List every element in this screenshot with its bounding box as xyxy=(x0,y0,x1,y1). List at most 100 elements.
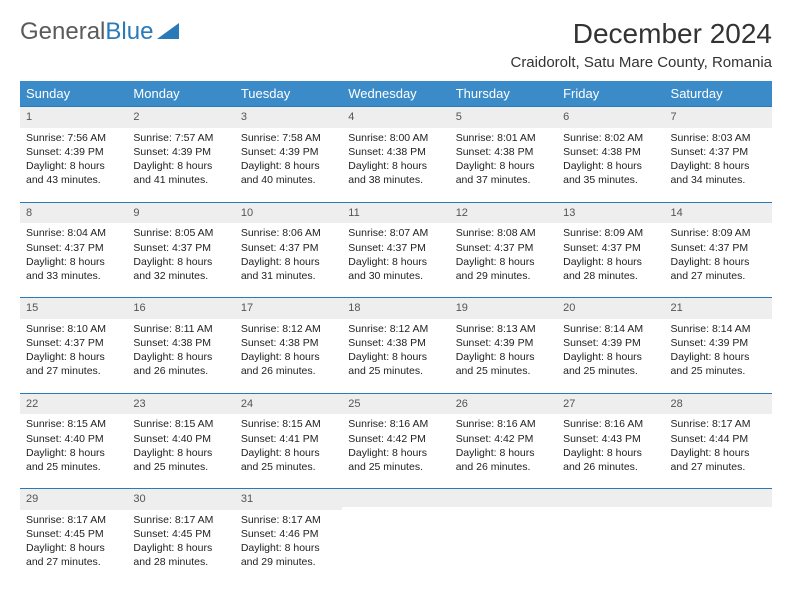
calendar-empty-cell xyxy=(342,489,449,584)
day-details: Sunrise: 8:17 AMSunset: 4:44 PMDaylight:… xyxy=(665,414,772,488)
day-number: 12 xyxy=(450,203,557,224)
calendar-empty-cell xyxy=(557,489,664,584)
day-number: 3 xyxy=(235,107,342,128)
day-number: 24 xyxy=(235,394,342,415)
day-number: 4 xyxy=(342,107,449,128)
calendar-week-row: 1Sunrise: 7:56 AMSunset: 4:39 PMDaylight… xyxy=(20,107,772,203)
weekday-header: Friday xyxy=(557,81,664,107)
calendar-day-cell: 6Sunrise: 8:02 AMSunset: 4:38 PMDaylight… xyxy=(557,107,664,203)
logo-text-blue: Blue xyxy=(105,18,153,46)
calendar-day-cell: 25Sunrise: 8:16 AMSunset: 4:42 PMDayligh… xyxy=(342,393,449,489)
day-details: Sunrise: 8:02 AMSunset: 4:38 PMDaylight:… xyxy=(557,128,664,202)
day-number: 5 xyxy=(450,107,557,128)
day-number: 1 xyxy=(20,107,127,128)
calendar-week-row: 29Sunrise: 8:17 AMSunset: 4:45 PMDayligh… xyxy=(20,489,772,584)
day-details: Sunrise: 8:09 AMSunset: 4:37 PMDaylight:… xyxy=(557,223,664,297)
calendar-empty-cell xyxy=(450,489,557,584)
calendar-day-cell: 30Sunrise: 8:17 AMSunset: 4:45 PMDayligh… xyxy=(127,489,234,584)
day-details: Sunrise: 8:06 AMSunset: 4:37 PMDaylight:… xyxy=(235,223,342,297)
day-number: 28 xyxy=(665,394,772,415)
day-details: Sunrise: 7:57 AMSunset: 4:39 PMDaylight:… xyxy=(127,128,234,202)
weekday-header: Saturday xyxy=(665,81,772,107)
day-details: Sunrise: 8:17 AMSunset: 4:45 PMDaylight:… xyxy=(20,510,127,584)
calendar-week-row: 15Sunrise: 8:10 AMSunset: 4:37 PMDayligh… xyxy=(20,298,772,394)
day-details: Sunrise: 8:00 AMSunset: 4:38 PMDaylight:… xyxy=(342,128,449,202)
calendar-day-cell: 11Sunrise: 8:07 AMSunset: 4:37 PMDayligh… xyxy=(342,202,449,298)
day-number: 30 xyxy=(127,489,234,510)
calendar-day-cell: 14Sunrise: 8:09 AMSunset: 4:37 PMDayligh… xyxy=(665,202,772,298)
month-title: December 2024 xyxy=(510,18,772,50)
day-details: Sunrise: 8:14 AMSunset: 4:39 PMDaylight:… xyxy=(665,319,772,393)
calendar-day-cell: 20Sunrise: 8:14 AMSunset: 4:39 PMDayligh… xyxy=(557,298,664,394)
calendar-day-cell: 16Sunrise: 8:11 AMSunset: 4:38 PMDayligh… xyxy=(127,298,234,394)
day-details: Sunrise: 8:12 AMSunset: 4:38 PMDaylight:… xyxy=(342,319,449,393)
weekday-header: Monday xyxy=(127,81,234,107)
day-details: Sunrise: 8:05 AMSunset: 4:37 PMDaylight:… xyxy=(127,223,234,297)
day-number: 13 xyxy=(557,203,664,224)
calendar-day-cell: 26Sunrise: 8:16 AMSunset: 4:42 PMDayligh… xyxy=(450,393,557,489)
day-details: Sunrise: 8:07 AMSunset: 4:37 PMDaylight:… xyxy=(342,223,449,297)
day-number: 10 xyxy=(235,203,342,224)
calendar-week-row: 8Sunrise: 8:04 AMSunset: 4:37 PMDaylight… xyxy=(20,202,772,298)
logo-triangle-icon xyxy=(157,18,179,46)
calendar-day-cell: 24Sunrise: 8:15 AMSunset: 4:41 PMDayligh… xyxy=(235,393,342,489)
calendar-day-cell: 2Sunrise: 7:57 AMSunset: 4:39 PMDaylight… xyxy=(127,107,234,203)
day-details: Sunrise: 8:15 AMSunset: 4:41 PMDaylight:… xyxy=(235,414,342,488)
day-number: 8 xyxy=(20,203,127,224)
day-number: 2 xyxy=(127,107,234,128)
calendar-day-cell: 1Sunrise: 7:56 AMSunset: 4:39 PMDaylight… xyxy=(20,107,127,203)
calendar-day-cell: 23Sunrise: 8:15 AMSunset: 4:40 PMDayligh… xyxy=(127,393,234,489)
day-number: 16 xyxy=(127,298,234,319)
calendar-day-cell: 15Sunrise: 8:10 AMSunset: 4:37 PMDayligh… xyxy=(20,298,127,394)
day-number: 7 xyxy=(665,107,772,128)
weekday-header: Thursday xyxy=(450,81,557,107)
day-number: 23 xyxy=(127,394,234,415)
weekday-header: Sunday xyxy=(20,81,127,107)
calendar-day-cell: 9Sunrise: 8:05 AMSunset: 4:37 PMDaylight… xyxy=(127,202,234,298)
weekday-header: Wednesday xyxy=(342,81,449,107)
calendar-day-cell: 27Sunrise: 8:16 AMSunset: 4:43 PMDayligh… xyxy=(557,393,664,489)
day-number: 14 xyxy=(665,203,772,224)
day-number: 31 xyxy=(235,489,342,510)
title-block: December 2024 Craidorolt, Satu Mare Coun… xyxy=(510,18,772,71)
logo: GeneralBlue xyxy=(20,18,179,46)
day-details: Sunrise: 8:17 AMSunset: 4:46 PMDaylight:… xyxy=(235,510,342,584)
day-details: Sunrise: 8:01 AMSunset: 4:38 PMDaylight:… xyxy=(450,128,557,202)
day-details: Sunrise: 8:04 AMSunset: 4:37 PMDaylight:… xyxy=(20,223,127,297)
calendar-day-cell: 19Sunrise: 8:13 AMSunset: 4:39 PMDayligh… xyxy=(450,298,557,394)
day-number: 27 xyxy=(557,394,664,415)
calendar-day-cell: 13Sunrise: 8:09 AMSunset: 4:37 PMDayligh… xyxy=(557,202,664,298)
day-details: Sunrise: 8:11 AMSunset: 4:38 PMDaylight:… xyxy=(127,319,234,393)
calendar-day-cell: 5Sunrise: 8:01 AMSunset: 4:38 PMDaylight… xyxy=(450,107,557,203)
day-details: Sunrise: 7:58 AMSunset: 4:39 PMDaylight:… xyxy=(235,128,342,202)
calendar-day-cell: 17Sunrise: 8:12 AMSunset: 4:38 PMDayligh… xyxy=(235,298,342,394)
calendar-day-cell: 10Sunrise: 8:06 AMSunset: 4:37 PMDayligh… xyxy=(235,202,342,298)
calendar-day-cell: 29Sunrise: 8:17 AMSunset: 4:45 PMDayligh… xyxy=(20,489,127,584)
weekday-row: SundayMondayTuesdayWednesdayThursdayFrid… xyxy=(20,81,772,107)
logo-text-general: General xyxy=(20,18,105,46)
day-number: 20 xyxy=(557,298,664,319)
calendar-day-cell: 28Sunrise: 8:17 AMSunset: 4:44 PMDayligh… xyxy=(665,393,772,489)
day-details: Sunrise: 8:14 AMSunset: 4:39 PMDaylight:… xyxy=(557,319,664,393)
day-number: 11 xyxy=(342,203,449,224)
day-number: 18 xyxy=(342,298,449,319)
day-number: 15 xyxy=(20,298,127,319)
day-number: 29 xyxy=(20,489,127,510)
day-details: Sunrise: 8:13 AMSunset: 4:39 PMDaylight:… xyxy=(450,319,557,393)
calendar-empty-cell xyxy=(665,489,772,584)
calendar-day-cell: 4Sunrise: 8:00 AMSunset: 4:38 PMDaylight… xyxy=(342,107,449,203)
day-details: Sunrise: 8:12 AMSunset: 4:38 PMDaylight:… xyxy=(235,319,342,393)
day-number: 21 xyxy=(665,298,772,319)
day-number: 6 xyxy=(557,107,664,128)
calendar-week-row: 22Sunrise: 8:15 AMSunset: 4:40 PMDayligh… xyxy=(20,393,772,489)
location-text: Craidorolt, Satu Mare County, Romania xyxy=(510,54,772,71)
day-details: Sunrise: 8:16 AMSunset: 4:43 PMDaylight:… xyxy=(557,414,664,488)
calendar-body: 1Sunrise: 7:56 AMSunset: 4:39 PMDaylight… xyxy=(20,107,772,584)
day-details: Sunrise: 7:56 AMSunset: 4:39 PMDaylight:… xyxy=(20,128,127,202)
day-number: 9 xyxy=(127,203,234,224)
day-number: 22 xyxy=(20,394,127,415)
calendar-day-cell: 3Sunrise: 7:58 AMSunset: 4:39 PMDaylight… xyxy=(235,107,342,203)
calendar-day-cell: 21Sunrise: 8:14 AMSunset: 4:39 PMDayligh… xyxy=(665,298,772,394)
calendar-day-cell: 18Sunrise: 8:12 AMSunset: 4:38 PMDayligh… xyxy=(342,298,449,394)
calendar-day-cell: 22Sunrise: 8:15 AMSunset: 4:40 PMDayligh… xyxy=(20,393,127,489)
